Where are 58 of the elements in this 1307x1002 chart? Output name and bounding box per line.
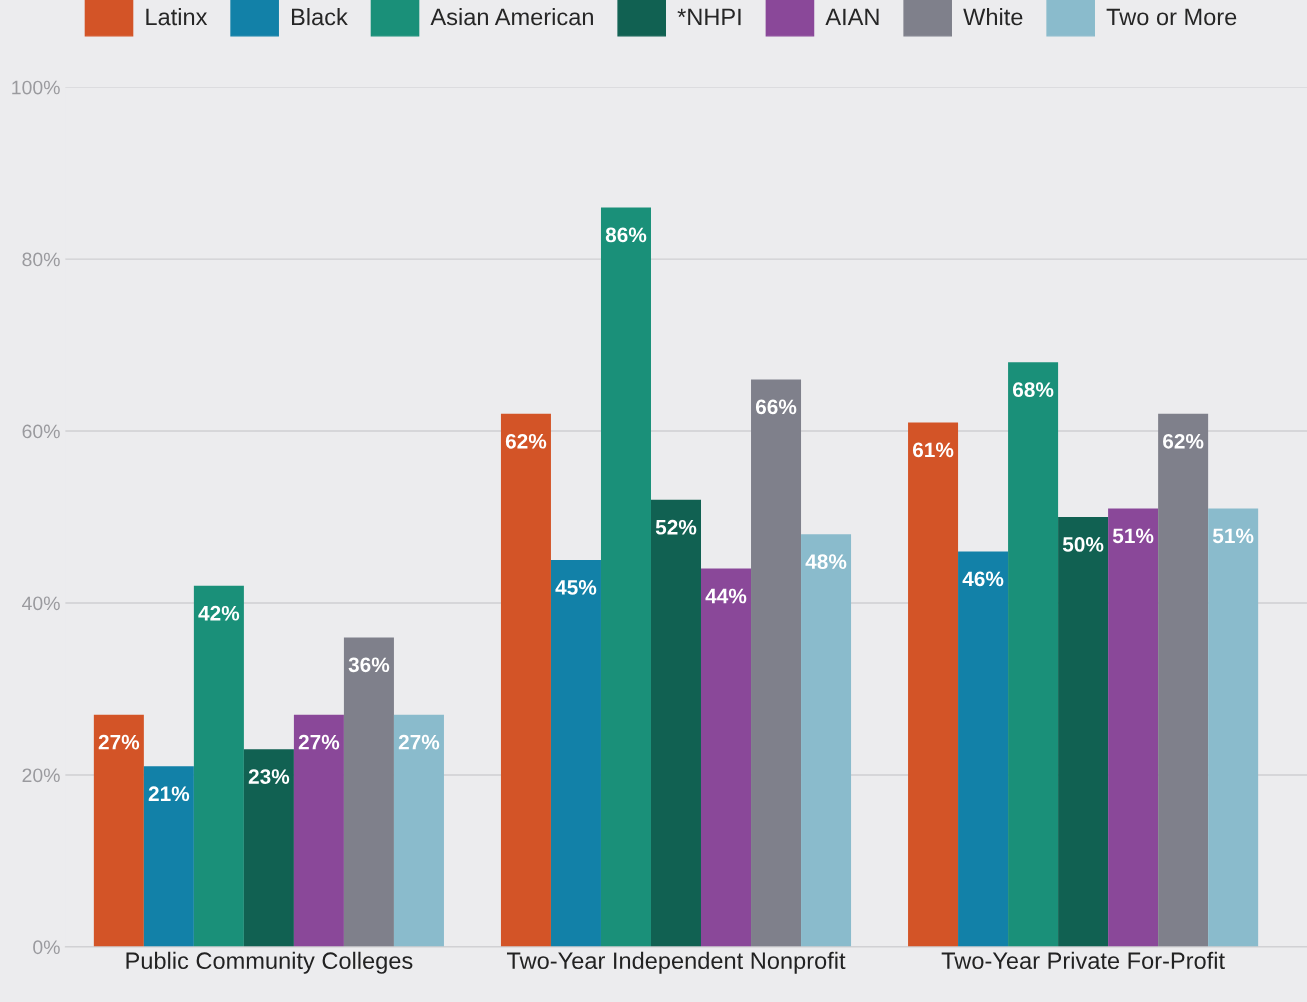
y-tick-label: 60% <box>22 424 60 439</box>
bar <box>801 534 852 947</box>
legend-label: *NHPI <box>677 8 741 26</box>
legend-label: AIAN <box>825 8 879 26</box>
data-label: 51% <box>1212 528 1254 544</box>
data-label: 86% <box>605 227 647 243</box>
data-label: 36% <box>348 657 390 673</box>
data-label: 61% <box>912 442 954 458</box>
bar <box>1008 362 1059 947</box>
bar <box>751 379 802 947</box>
data-label: 52% <box>655 519 697 535</box>
bar <box>1108 508 1159 947</box>
bar <box>1058 517 1109 947</box>
bar <box>1208 508 1259 947</box>
data-label: 66% <box>755 399 797 415</box>
data-label: 42% <box>198 605 240 621</box>
data-label: 48% <box>805 554 847 569</box>
data-label: 45% <box>555 580 597 595</box>
legend-label: Latinx <box>146 7 208 26</box>
data-label: 62% <box>505 433 547 449</box>
bar <box>600 207 651 947</box>
bar <box>343 637 394 947</box>
data-label: 27% <box>298 734 340 750</box>
bar <box>293 714 344 947</box>
data-label: 68% <box>1012 382 1054 398</box>
data-label: 44% <box>705 588 747 604</box>
legend-label: Black <box>291 7 348 26</box>
bar <box>393 714 444 947</box>
bar <box>1158 413 1209 947</box>
y-tick-label: 20% <box>22 768 60 783</box>
bar <box>243 749 294 947</box>
y-tick-label: 40% <box>22 596 60 611</box>
x-tick-label: Two-Year Independent Nonprofit <box>506 951 846 974</box>
bar <box>701 568 752 947</box>
data-label: 27% <box>98 734 140 750</box>
data-label: 27% <box>398 734 440 750</box>
y-tick-label: 0% <box>33 940 60 955</box>
data-label: 21% <box>148 786 190 802</box>
y-tick-label: 100% <box>12 80 60 95</box>
bar <box>500 413 551 947</box>
bar <box>650 499 702 947</box>
x-tick-label: Two-Year Private For-Profit <box>941 951 1225 970</box>
bar <box>193 585 244 947</box>
legend-label: White <box>963 7 1023 26</box>
data-label: 46% <box>962 571 1004 587</box>
data-label: 23% <box>248 769 290 784</box>
data-label: 62% <box>1163 433 1204 449</box>
data-label: 51% <box>1112 528 1154 544</box>
bar <box>93 714 144 947</box>
x-tick-label: Public Community Colleges <box>126 951 413 974</box>
legend-label: Two or More <box>1106 8 1237 26</box>
bar <box>908 422 959 947</box>
data-label: 50% <box>1062 537 1104 552</box>
bar <box>958 551 1009 947</box>
legend-label: Asian American <box>430 7 593 26</box>
bar <box>550 560 601 947</box>
bar <box>143 766 194 947</box>
y-tick-label: 80% <box>22 252 60 267</box>
